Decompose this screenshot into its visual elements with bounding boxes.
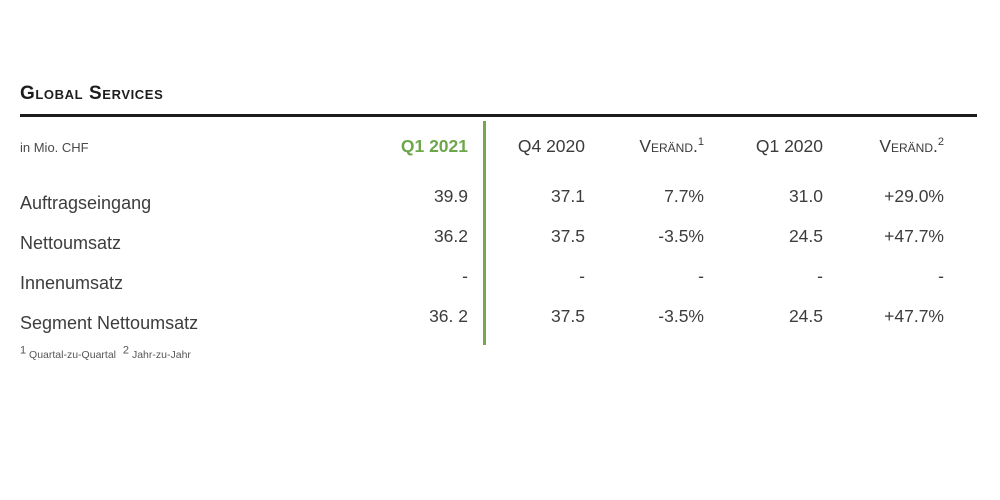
cell-value: 24.5 xyxy=(788,226,823,246)
table-row: Innenumsatz - - - - - xyxy=(20,264,947,304)
cell-value: - xyxy=(462,266,468,286)
financials-table: in Mio. CHF Q1 2021 Q4 2020 Veränd.1 Q1 … xyxy=(20,134,947,344)
cell-value: - xyxy=(698,266,704,286)
row-label-auftragseingang: Auftragseingang xyxy=(20,193,152,213)
row-label-nettoumsatz: Nettoumsatz xyxy=(20,233,122,253)
cell-value: 37.5 xyxy=(550,306,585,326)
column-header-q4-2020: Q4 2020 xyxy=(517,136,585,156)
column-header-veraend-yoy: Veränd.2 xyxy=(879,136,944,156)
cell-value: 37.1 xyxy=(550,186,585,206)
unit-label: in Mio. CHF xyxy=(20,140,89,155)
cell-value: +47.7% xyxy=(884,306,944,326)
cell-value: +29.0% xyxy=(884,186,944,206)
cell-value: 36.2 xyxy=(433,226,468,246)
row-label-segment-nettoumsatz: Segment Nettoumsatz xyxy=(20,313,199,333)
footnote-jahr-zu-jahr: 2 Jahr-zu-Jahr xyxy=(122,344,191,361)
column-header-q1-2021: Q1 2021 xyxy=(400,136,468,156)
cell-value: 24.5 xyxy=(788,306,823,326)
cell-value: +47.7% xyxy=(884,226,944,246)
cell-value: - xyxy=(938,266,944,286)
footnote-quartal-zu-quartal: 1 Quartal-zu-Quartal xyxy=(20,344,116,361)
table-header-row: in Mio. CHF Q1 2021 Q4 2020 Veränd.1 Q1 … xyxy=(20,134,947,164)
title-underline-rule xyxy=(20,114,977,117)
row-label-innenumsatz: Innenumsatz xyxy=(20,273,124,293)
cell-value: -3.5% xyxy=(658,226,704,246)
section-title: Global Services xyxy=(20,83,164,104)
cell-value: 37.5 xyxy=(550,226,585,246)
column-header-q1-2020: Q1 2020 xyxy=(755,136,823,156)
footnotes: 1 Quartal-zu-Quartal 2 Jahr-zu-Jahr xyxy=(20,344,191,361)
table-row: Auftragseingang 39.9 37.1 7.7% 31.0 +29.… xyxy=(20,184,947,224)
cell-value: 7.7% xyxy=(664,186,704,206)
cell-value: 31.0 xyxy=(788,186,823,206)
cell-value: - xyxy=(579,266,585,286)
cell-value: 39.9 xyxy=(433,186,468,206)
cell-value: - xyxy=(817,266,823,286)
table-row: Nettoumsatz 36.2 37.5 -3.5% 24.5 +47.7% xyxy=(20,224,947,264)
cell-value: 36. 2 xyxy=(429,306,468,326)
table-row: Segment Nettoumsatz 36. 2 37.5 -3.5% 24.… xyxy=(20,304,947,344)
cell-value: -3.5% xyxy=(658,306,704,326)
column-header-veraend-qoq: Veränd.1 xyxy=(639,136,704,156)
current-quarter-divider-line xyxy=(483,121,486,345)
